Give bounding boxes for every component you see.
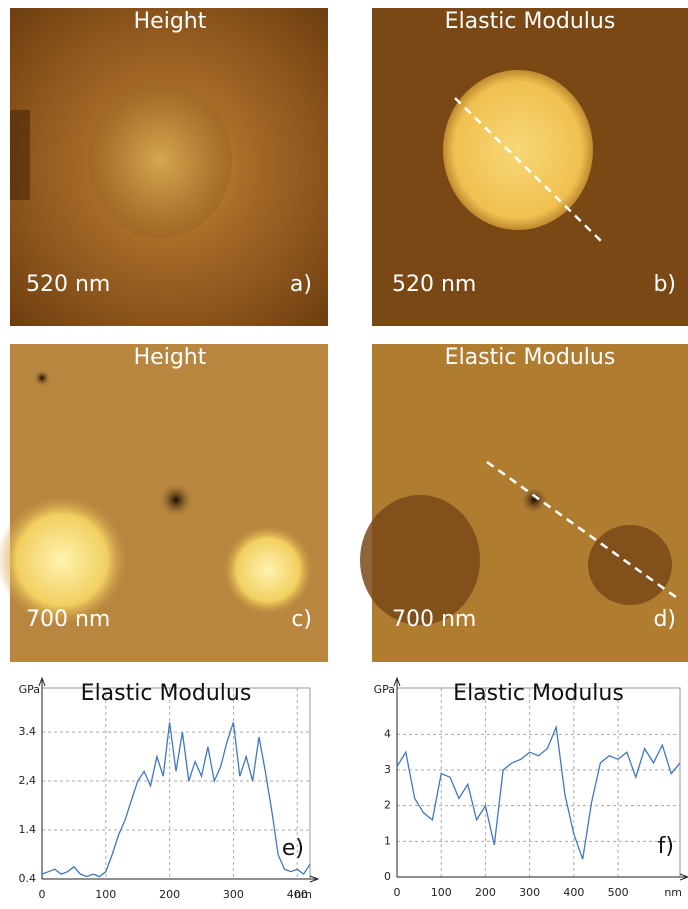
y-axis-label: GPa [19, 683, 40, 696]
panel-b: Elastic Modulus 520 nm b) [372, 8, 688, 326]
y-tick-label: 0 [384, 870, 391, 883]
y-tick-label: 1.4 [19, 823, 37, 836]
x-tick-label: 100 [431, 886, 452, 899]
panel-title: Height [134, 345, 207, 370]
x-tick-label: 300 [223, 888, 244, 901]
scale-label: 520 nm [392, 272, 476, 297]
chart-title: Elastic Modulus [453, 681, 624, 706]
panel-label: d) [653, 607, 676, 632]
scale-label: 520 nm [26, 272, 110, 297]
scale-label: 700 nm [26, 607, 110, 632]
panel-label: c) [291, 607, 312, 632]
panel-label: a) [290, 272, 312, 297]
x-tick-label: 500 [608, 886, 629, 899]
panel-title: Height [134, 9, 207, 34]
panel-label: f) [658, 834, 674, 859]
y-tick-label: 4 [384, 727, 391, 740]
y-tick-label: 2 [384, 799, 391, 812]
x-tick-label: 100 [95, 888, 116, 901]
x-axis-label: nm [294, 888, 312, 901]
x-tick-label: 200 [159, 888, 180, 901]
panel-a: Height 520 nm a) [10, 8, 328, 326]
scale-label: 700 nm [392, 607, 476, 632]
chart-title: Elastic Modulus [81, 681, 252, 706]
x-tick-label: 300 [519, 886, 540, 899]
y-tick-label: 3.4 [19, 725, 37, 738]
panel-label: e) [282, 836, 304, 861]
panel-title: Elastic Modulus [445, 9, 616, 34]
y-tick-label: 2,4 [19, 774, 37, 787]
x-tick-label: 0 [39, 888, 46, 901]
panel-label: b) [653, 272, 676, 297]
x-axis-label: nm [664, 886, 682, 899]
x-tick-label: 400 [563, 886, 584, 899]
x-tick-label: 0 [394, 886, 401, 899]
plot-area [42, 688, 310, 879]
y-tick-label: 3 [384, 763, 391, 776]
panel-d: Elastic Modulus 700 nm d) [360, 344, 688, 662]
x-tick-label: 200 [475, 886, 496, 899]
y-tick-label: 1 [384, 834, 391, 847]
panel-c: Height 700 nm c) [0, 344, 328, 662]
panel-title: Elastic Modulus [445, 345, 616, 370]
y-tick-label: 0.4 [19, 872, 37, 885]
y-axis-label: GPa [374, 683, 395, 696]
